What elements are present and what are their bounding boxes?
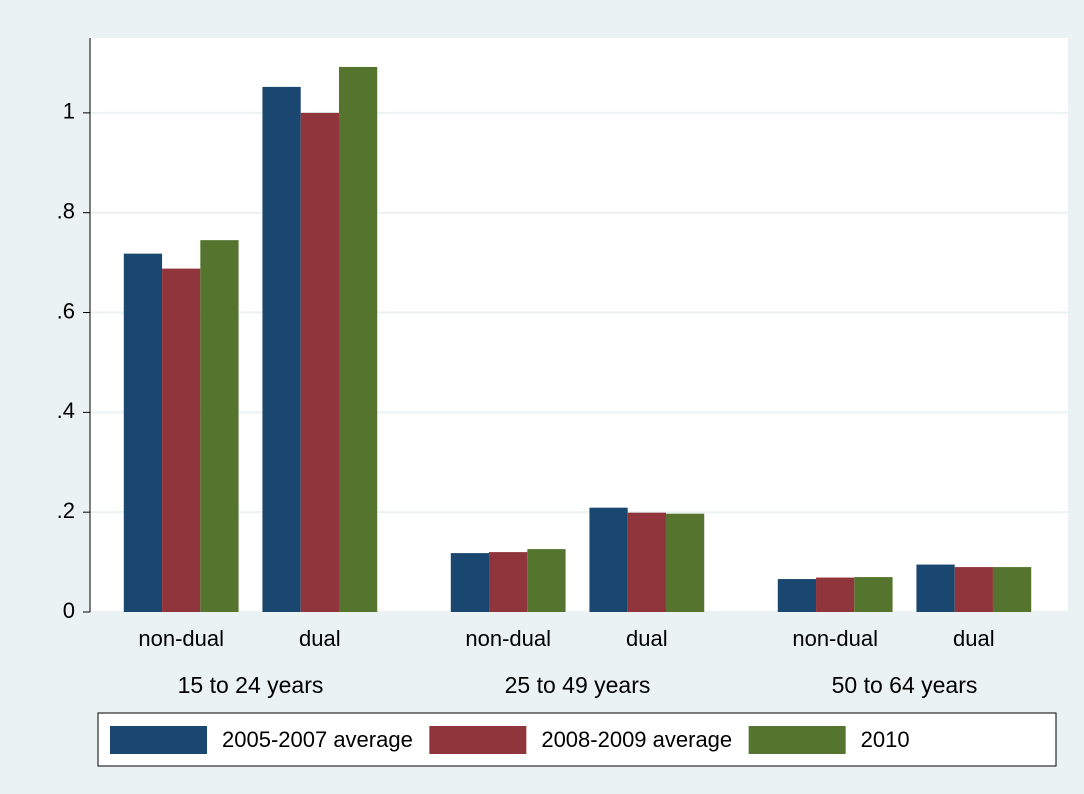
legend-label: 2008-2009 average <box>541 727 732 752</box>
y-tick-label: .8 <box>57 199 75 224</box>
legend-swatch <box>748 726 846 754</box>
bar <box>527 549 566 612</box>
y-tick-label: .2 <box>57 498 75 523</box>
bar <box>992 567 1032 612</box>
y-tick-label: 1 <box>63 99 75 124</box>
y-tick-label: .6 <box>57 298 75 323</box>
bar <box>162 268 201 612</box>
bar <box>300 112 339 612</box>
legend-swatch <box>110 726 207 754</box>
y-tick-label: .4 <box>57 398 75 423</box>
bar <box>627 512 666 612</box>
x-tick-label: dual <box>299 626 341 651</box>
group-label: 15 to 24 years <box>178 672 324 698</box>
bar <box>123 253 163 613</box>
bar <box>589 507 628 612</box>
bar <box>777 579 817 612</box>
bar <box>200 240 239 612</box>
x-tick-label: dual <box>953 626 995 651</box>
bar <box>262 86 301 612</box>
legend-box <box>97 712 1057 767</box>
legend-swatch <box>429 726 527 754</box>
bar <box>450 553 490 612</box>
y-tick-label: 0 <box>63 598 75 623</box>
x-tick-label: non-dual <box>792 626 878 651</box>
group-label: 25 to 49 years <box>505 672 651 698</box>
bar <box>489 552 528 612</box>
plot-area <box>90 38 1068 612</box>
legend-label: 2005-2007 average <box>222 727 413 752</box>
x-tick-label: non-dual <box>465 626 551 651</box>
bar <box>338 66 378 612</box>
group-label: 50 to 64 years <box>832 672 978 698</box>
legend-label: 2010 <box>861 727 910 752</box>
bar <box>665 513 705 612</box>
bar <box>954 567 993 612</box>
bar <box>816 577 855 612</box>
bar <box>854 577 893 612</box>
x-tick-label: dual <box>626 626 668 651</box>
x-tick-label: non-dual <box>138 626 224 651</box>
bar <box>916 564 955 612</box>
